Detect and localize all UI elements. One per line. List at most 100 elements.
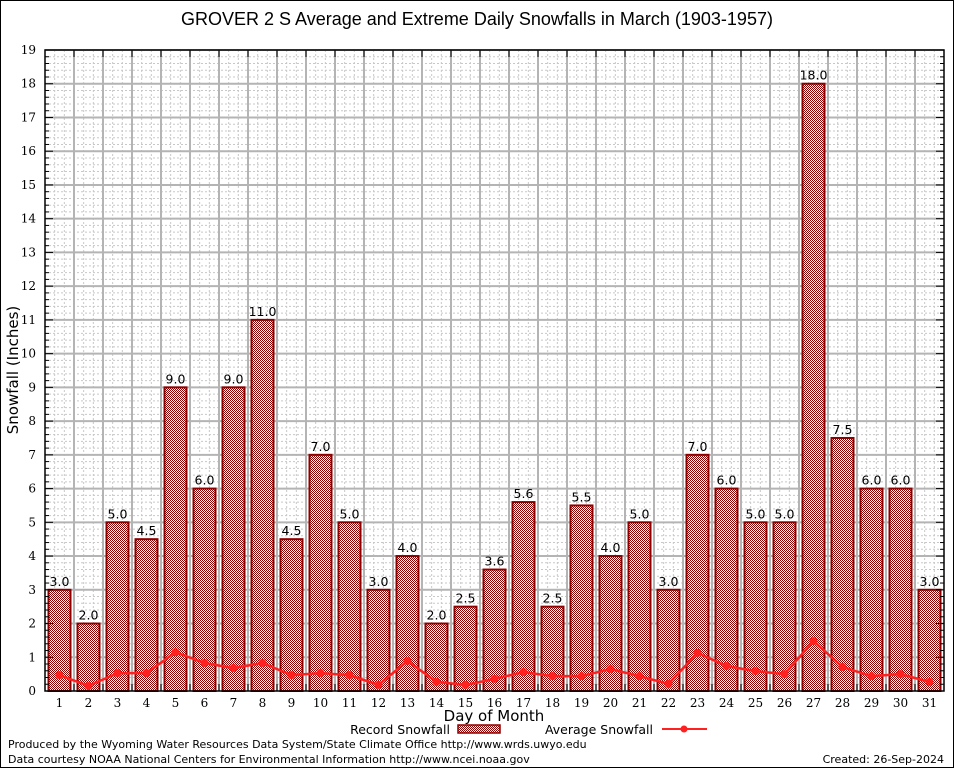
bar: [801, 82, 826, 693]
average-point: [142, 669, 151, 678]
x-tick-label: 24: [719, 696, 735, 710]
average-point: [838, 663, 847, 672]
bar: [395, 555, 420, 692]
average-point: [635, 672, 644, 681]
footer-data-courtesy: Data courtesy NOAA National Centers for …: [8, 753, 530, 766]
bar-value-label: 5.6: [514, 486, 534, 501]
bar: [453, 605, 478, 692]
y-tick-label: 17: [21, 110, 36, 124]
x-tick-label: 31: [922, 696, 937, 710]
y-tick-label: 7: [28, 448, 36, 462]
bar-value-label: 2.5: [543, 591, 563, 606]
average-point: [316, 669, 325, 678]
bar-value-label: 18.0: [800, 68, 828, 83]
average-point: [200, 658, 209, 667]
x-tick-label: 27: [806, 696, 821, 710]
y-tick-label: 0: [28, 684, 36, 698]
average-point: [925, 677, 934, 686]
bar: [221, 386, 246, 692]
x-tick-label: 9: [288, 696, 296, 710]
x-tick-label: 29: [864, 696, 879, 710]
x-tick-label: 17: [516, 696, 531, 710]
x-tick-label: 21: [632, 696, 647, 710]
average-point: [461, 680, 470, 689]
y-tick-label: 2: [28, 617, 36, 631]
bar-value-label: 2.0: [79, 608, 99, 623]
average-point: [258, 658, 267, 667]
plot-border: [44, 49, 945, 692]
x-tick-label: 20: [603, 696, 618, 710]
x-tick-label: 25: [748, 696, 763, 710]
footer-produced-by: Produced by the Wyoming Water Resources …: [8, 738, 587, 751]
average-point: [548, 672, 557, 681]
bar: [76, 622, 101, 692]
average-point: [490, 674, 499, 683]
bar-value-label: 2.5: [456, 591, 476, 606]
y-tick-label: 12: [21, 279, 36, 293]
bar-value-label: 4.0: [398, 540, 418, 555]
x-tick-label: 1: [56, 696, 64, 710]
bar-value-label: 5.0: [775, 506, 795, 521]
bar: [279, 538, 304, 692]
y-tick-label: 3: [28, 583, 36, 597]
axes: [44, 49, 945, 692]
average-point: [867, 672, 876, 681]
x-tick-label: 30: [893, 696, 908, 710]
x-tick-label: 10: [313, 696, 328, 710]
bar: [105, 521, 130, 692]
bar-value-label: 6.0: [717, 473, 737, 488]
x-axis-label: Day of Month: [444, 707, 545, 725]
average-point: [896, 670, 905, 679]
average-point: [345, 671, 354, 680]
x-tick-label: 3: [114, 696, 122, 710]
bar: [859, 487, 884, 692]
bar: [337, 521, 362, 692]
legend: Record Snowfall Average Snowfall: [350, 722, 707, 737]
x-tick-label: 8: [259, 696, 267, 710]
bar: [830, 436, 855, 693]
x-tick-label: 7: [230, 696, 238, 710]
y-tick-label: 8: [28, 414, 36, 428]
bar-value-label: 3.0: [369, 574, 389, 589]
average-point: [577, 672, 586, 681]
average-point: [693, 648, 702, 657]
bar: [366, 588, 391, 693]
x-tick-label: 26: [777, 696, 792, 710]
y-tick-label: 15: [21, 178, 36, 192]
bar: [163, 386, 188, 692]
x-tick-labels: 1 2 3 4 5 6 7 8 9 10 11 12 13 14 15 16 17 18 19 20 21 22 23 24 2…: [56, 696, 937, 710]
bar-value-label: 5.0: [746, 506, 766, 521]
bar: [482, 568, 507, 692]
x-tick-label: 12: [371, 696, 386, 710]
average-point: [113, 669, 122, 678]
average-point: [780, 670, 789, 679]
bar-value-label: 11.0: [249, 304, 277, 319]
bar-value-label: 5.0: [340, 506, 360, 521]
chart-title: GROVER 2 S Average and Extreme Daily Sno…: [181, 9, 773, 29]
average-point: [403, 656, 412, 665]
x-tick-label: 22: [661, 696, 676, 710]
x-tick-label: 28: [835, 696, 850, 710]
bar-value-label: 6.0: [891, 473, 911, 488]
legend-label-average: Average Snowfall: [545, 722, 653, 737]
x-tick-label: 5: [172, 696, 180, 710]
x-tick-label: 13: [400, 696, 415, 710]
y-tick-label: 14: [21, 212, 37, 226]
bar-value-label: 5.0: [108, 506, 128, 521]
y-tick-label: 18: [21, 77, 36, 91]
average-point: [287, 671, 296, 680]
y-tick-label: 10: [21, 347, 36, 361]
bar-value-label: 4.5: [282, 523, 302, 538]
bar-value-label: 5.0: [630, 506, 650, 521]
y-tick-label: 9: [28, 380, 36, 394]
bar-value-label: 7.0: [311, 439, 331, 454]
bar-value-label: 5.5: [572, 489, 592, 504]
legend-label-record: Record Snowfall: [350, 722, 450, 737]
average-point: [606, 665, 615, 674]
x-tick-label: 4: [143, 696, 151, 710]
bar-value-label: 4.0: [601, 540, 621, 555]
x-tick-label: 19: [574, 696, 589, 710]
bar-value-label: 3.6: [485, 554, 505, 569]
